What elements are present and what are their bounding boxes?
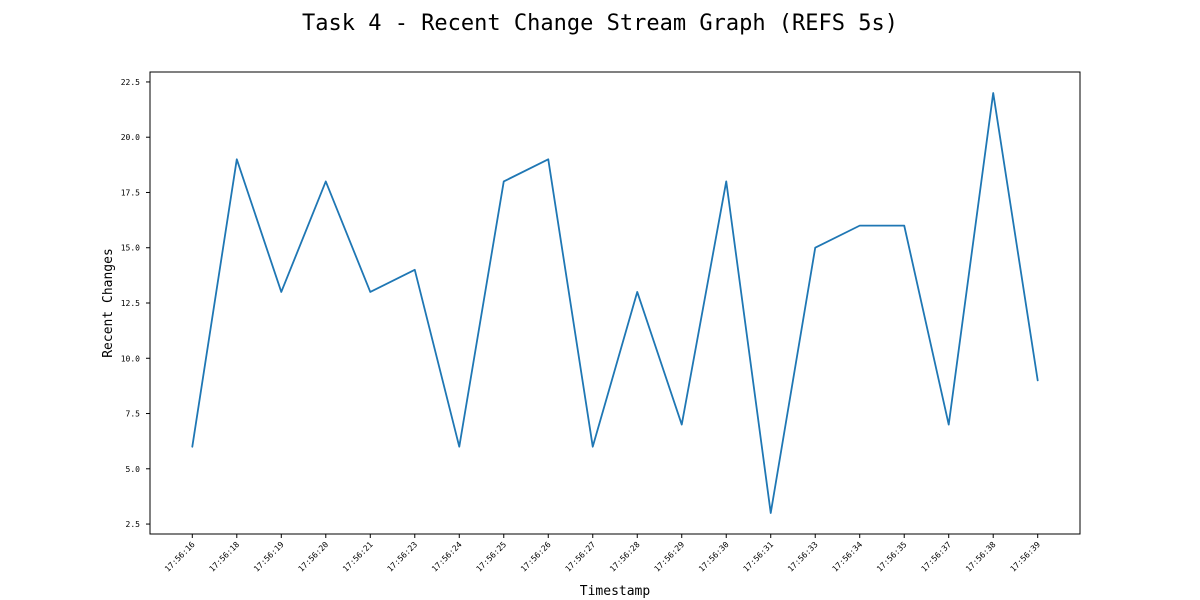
y-tick-label: 17.5 [121, 188, 140, 197]
x-tick-label: 17:56:30 [697, 540, 731, 574]
plot-area [149, 71, 1081, 535]
y-tick-label: 20.0 [121, 133, 140, 142]
x-tick-label: 17:56:20 [297, 540, 331, 574]
x-axis: 17:56:16 17:56:18 17:56:19 17:56:20 17:56:21… [163, 534, 1042, 574]
y-tick-label: 5.0 [126, 465, 141, 474]
x-tick-label: 17:56:24 [430, 540, 464, 574]
x-tick-label: 17:56:31 [742, 540, 776, 574]
x-tick-label: 17:56:19 [252, 540, 286, 574]
x-tick-label: 17:56:27 [564, 540, 598, 574]
x-tick-label: 17:56:25 [475, 540, 509, 574]
x-tick-label: 17:56:39 [1009, 540, 1043, 574]
x-tick-label: 17:56:16 [163, 540, 197, 574]
chart-title: Task 4 - Recent Change Stream Graph (REF… [302, 11, 898, 36]
y-axis: 2.5 5.0 7.5 10.0 12.5 15.0 17.5 20.0 22.5 [121, 78, 150, 529]
y-tick-label: 22.5 [121, 78, 140, 87]
x-tick-label: 17:56:18 [208, 540, 242, 574]
y-axis-label: Recent Changes [101, 248, 116, 358]
series-line [191, 92, 1039, 514]
x-tick-label: 17:56:26 [519, 540, 553, 574]
x-tick-label: 17:56:35 [875, 540, 909, 574]
x-tick-label: 17:56:37 [920, 540, 954, 574]
x-tick-label: 17:56:29 [653, 540, 687, 574]
x-tick-label: 17:56:21 [341, 540, 375, 574]
y-tick-label: 7.5 [126, 410, 141, 419]
y-tick-label: 2.5 [126, 520, 141, 529]
y-tick-label: 15.0 [121, 244, 140, 253]
x-axis-label: Timestamp [580, 584, 651, 599]
series-group [191, 92, 1039, 514]
y-tick-label: 12.5 [121, 299, 140, 308]
y-tick-label: 10.0 [121, 354, 140, 363]
x-tick-label: 17:56:23 [386, 540, 420, 574]
x-tick-label: 17:56:38 [964, 540, 998, 574]
x-tick-label: 17:56:28 [608, 540, 642, 574]
x-tick-label: 17:56:33 [786, 540, 820, 574]
x-tick-label: 17:56:34 [831, 540, 865, 574]
